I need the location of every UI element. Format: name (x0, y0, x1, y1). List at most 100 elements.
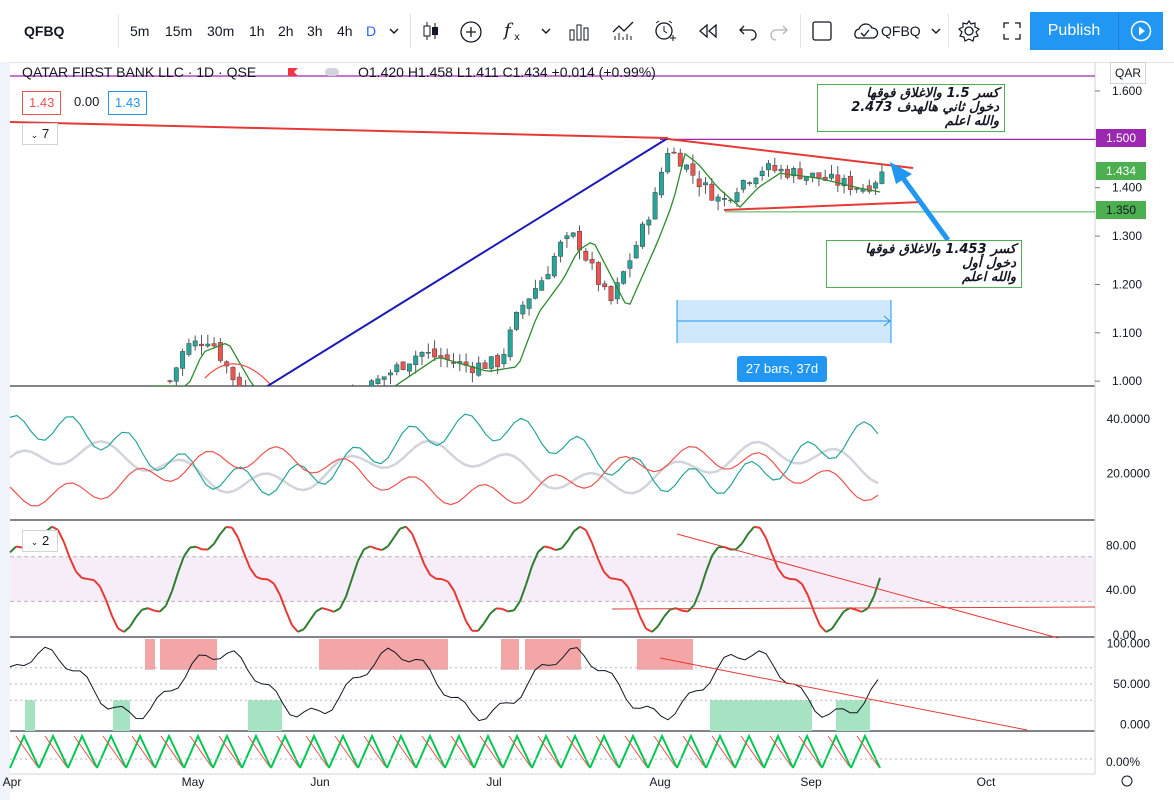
chevron-down-icon[interactable] (540, 26, 552, 36)
financials-icon[interactable] (567, 20, 591, 42)
stoch-segment (135, 609, 143, 618)
candle-body (640, 223, 645, 247)
candle-body (677, 152, 683, 167)
candle-body (671, 151, 677, 154)
bid-price[interactable]: 1.43 (22, 91, 62, 115)
oscillator-red (769, 735, 792, 767)
stoch-segment (291, 624, 299, 633)
oscillator-green (183, 733, 214, 769)
alarm-clock-icon[interactable] (652, 18, 678, 44)
interval-30m[interactable]: 30m (207, 23, 235, 39)
annotation-top[interactable]: كسر 1.5 والاغلاق فوقها دخول ثاني هالهدف … (817, 84, 1005, 132)
publish-button[interactable]: Publish (1030, 12, 1118, 50)
date-range-label[interactable]: 27 bars, 37d (737, 356, 827, 382)
chevron-down-icon[interactable] (930, 26, 942, 36)
indicator-toggle-stoch[interactable]: ⌄ 2 (22, 530, 58, 552)
candle-body (205, 343, 211, 347)
stoch-segment (153, 609, 161, 613)
undo-icon[interactable] (737, 21, 759, 41)
compare-symbol[interactable]: QFBQ (881, 23, 921, 39)
plus-di-line (9, 413, 879, 496)
stoch-segment (9, 545, 17, 554)
stoch-segment (867, 595, 875, 609)
interval-4h[interactable]: 4h (337, 23, 353, 39)
ask-price[interactable]: 1.43 (108, 91, 148, 115)
chevron-down-icon: ⌄ (30, 130, 39, 140)
oscillator-red (15, 735, 38, 767)
indicator-toggle-ma[interactable]: ⌄ 7 (22, 123, 58, 145)
candle-body (847, 175, 853, 190)
annotation-bottom[interactable]: كسر 1.453 والاغلاق فوقها دخول أول والله … (826, 240, 1022, 288)
ideas-chart-icon[interactable] (611, 18, 635, 44)
candle-body (602, 283, 608, 288)
chevron-down-icon[interactable] (388, 26, 400, 36)
interval-5m[interactable]: 5m (130, 23, 150, 39)
overbought-zone (501, 639, 519, 670)
candle-body (180, 351, 186, 369)
candles-icon[interactable] (421, 20, 441, 42)
arrow-shaft (897, 172, 951, 242)
stoch-segment (171, 572, 179, 592)
candle-body (294, 408, 298, 412)
candle-body (608, 286, 614, 301)
interval-d[interactable]: D (366, 23, 377, 39)
time-tick-label: Oct (977, 775, 996, 789)
time-tick-label: Sep (800, 775, 822, 789)
stoch-segment (417, 547, 425, 565)
candle-body (319, 405, 323, 407)
gear-icon[interactable] (957, 19, 981, 43)
candle-body (351, 393, 355, 399)
stoch-segment (519, 584, 527, 602)
pane4-tick-label: 50.000 (1113, 677, 1150, 691)
oscillator-red (73, 735, 96, 767)
stoch-segment (339, 596, 347, 609)
stoch-segment (441, 578, 449, 583)
stoch-segment (225, 526, 233, 529)
candle-body (532, 288, 538, 299)
interval-15m[interactable]: 15m (165, 23, 193, 39)
cloud-icon[interactable] (850, 21, 880, 41)
eye-icon[interactable] (324, 66, 340, 78)
stoch-segment (105, 599, 113, 617)
spread-value: 0.00 (74, 94, 100, 109)
interval-1h[interactable]: 1h (249, 23, 265, 39)
play-button[interactable] (1118, 12, 1163, 50)
redo-icon[interactable] (768, 21, 790, 41)
toolbar-divider (800, 14, 801, 48)
chevron-down-icon: ⌄ (30, 537, 39, 547)
add-indicator-icon[interactable] (459, 20, 483, 44)
stoch-segment (321, 607, 329, 611)
oscillator-green (560, 733, 591, 769)
stoch-segment (285, 610, 293, 626)
oscillator-red (595, 735, 618, 767)
candle-body (507, 329, 513, 357)
candle-body (778, 168, 784, 172)
currency-label[interactable]: QAR (1110, 62, 1146, 84)
triangle-lower-trendline (723, 201, 923, 211)
time-tick-label: Jul (486, 775, 501, 789)
candle-body (835, 174, 841, 186)
stoch-segment (99, 586, 107, 601)
fullscreen-icon[interactable] (1001, 20, 1023, 42)
svg-text:f: f (502, 20, 514, 41)
replay-icon[interactable] (696, 21, 720, 41)
toolbar-divider (410, 14, 411, 48)
stoch-segment (345, 578, 353, 597)
interval-2h[interactable]: 2h (278, 23, 294, 39)
stoch-segment (585, 529, 593, 544)
layout-square-icon[interactable] (811, 20, 833, 42)
symbol-search[interactable]: QFBQ (24, 23, 65, 39)
stoch-segment (831, 619, 839, 630)
oscillator-green (473, 733, 504, 769)
candle-body (357, 391, 361, 396)
interval-3h[interactable]: 3h (307, 23, 323, 39)
oscillator-red (218, 735, 241, 767)
stoch-segment (351, 560, 359, 579)
stoch-segment (645, 627, 653, 633)
chart-area[interactable]: 1.600 1.500 1.400 1.300 1.200 1.100 1.000 40.00… (0, 62, 1174, 800)
flag-icon[interactable] (286, 66, 300, 78)
candle-body (652, 192, 658, 220)
candle-body (829, 173, 834, 179)
oscillator-red (247, 735, 270, 767)
